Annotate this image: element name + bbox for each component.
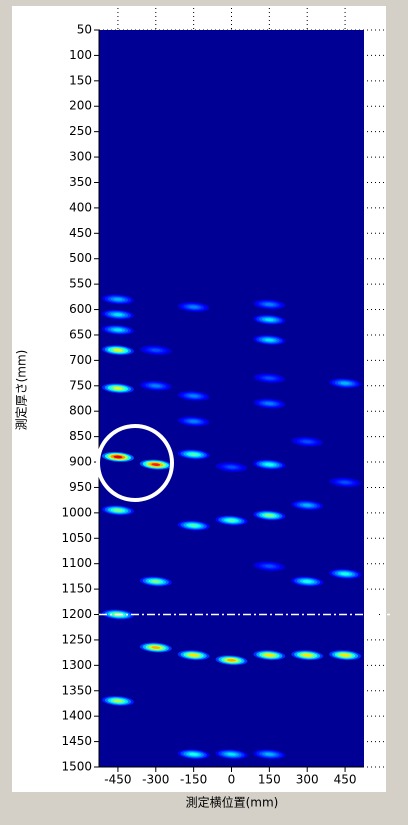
y-tick-label: 50 [77,23,92,37]
y-tick-label: 850 [69,429,92,443]
y-tick-label: 550 [69,277,92,291]
y-axis-label: 測定厚さ(mm) [14,350,29,431]
y-tick-label: 1250 [61,632,92,646]
y-tick-label: 1000 [61,505,92,519]
x-tick-label: -150 [180,773,207,787]
y-tick-label: 650 [69,327,92,341]
y-tick-label: 350 [69,175,92,189]
y-tick-label: 750 [69,378,92,392]
y-tick-label: 1350 [61,683,92,697]
y-tick-label: 600 [69,302,92,316]
x-tick-label: 450 [334,773,357,787]
y-tick-label: 150 [69,73,92,87]
x-axis-label: 測定横位置(mm) [186,795,279,810]
y-tick-label: 100 [69,48,92,62]
y-tick-label: 400 [69,200,92,214]
y-tick-label: 1500 [61,760,92,774]
y-tick-label: 1300 [61,658,92,672]
y-tick-label: 300 [69,150,92,164]
y-tick-label: 800 [69,404,92,418]
y-tick-label: 1400 [61,709,92,723]
chart: 測定横位置(mm) 測定厚さ(mm) -450 -300 -150 0 150 300 45… [0,0,408,825]
y-tick-label: 700 [69,353,92,367]
x-tick-label: 300 [296,773,319,787]
x-tick-label: 150 [258,773,281,787]
y-tick-label: 950 [69,480,92,494]
x-tick-label: 0 [228,773,236,787]
x-tick-label: -300 [142,773,169,787]
y-tick-label: 200 [69,99,92,113]
y-tick-label: 450 [69,226,92,240]
y-tick-label: 1200 [61,607,92,621]
y-tick-label: 1100 [61,556,92,570]
y-tick-label: 250 [69,124,92,138]
y-tick-label: 1050 [61,531,92,545]
x-tick-label: -450 [104,773,131,787]
y-tick-label: 1450 [61,734,92,748]
y-tick-label: 1150 [61,582,92,596]
y-tick-label: 900 [69,455,92,469]
y-tick-label: 500 [69,251,92,265]
